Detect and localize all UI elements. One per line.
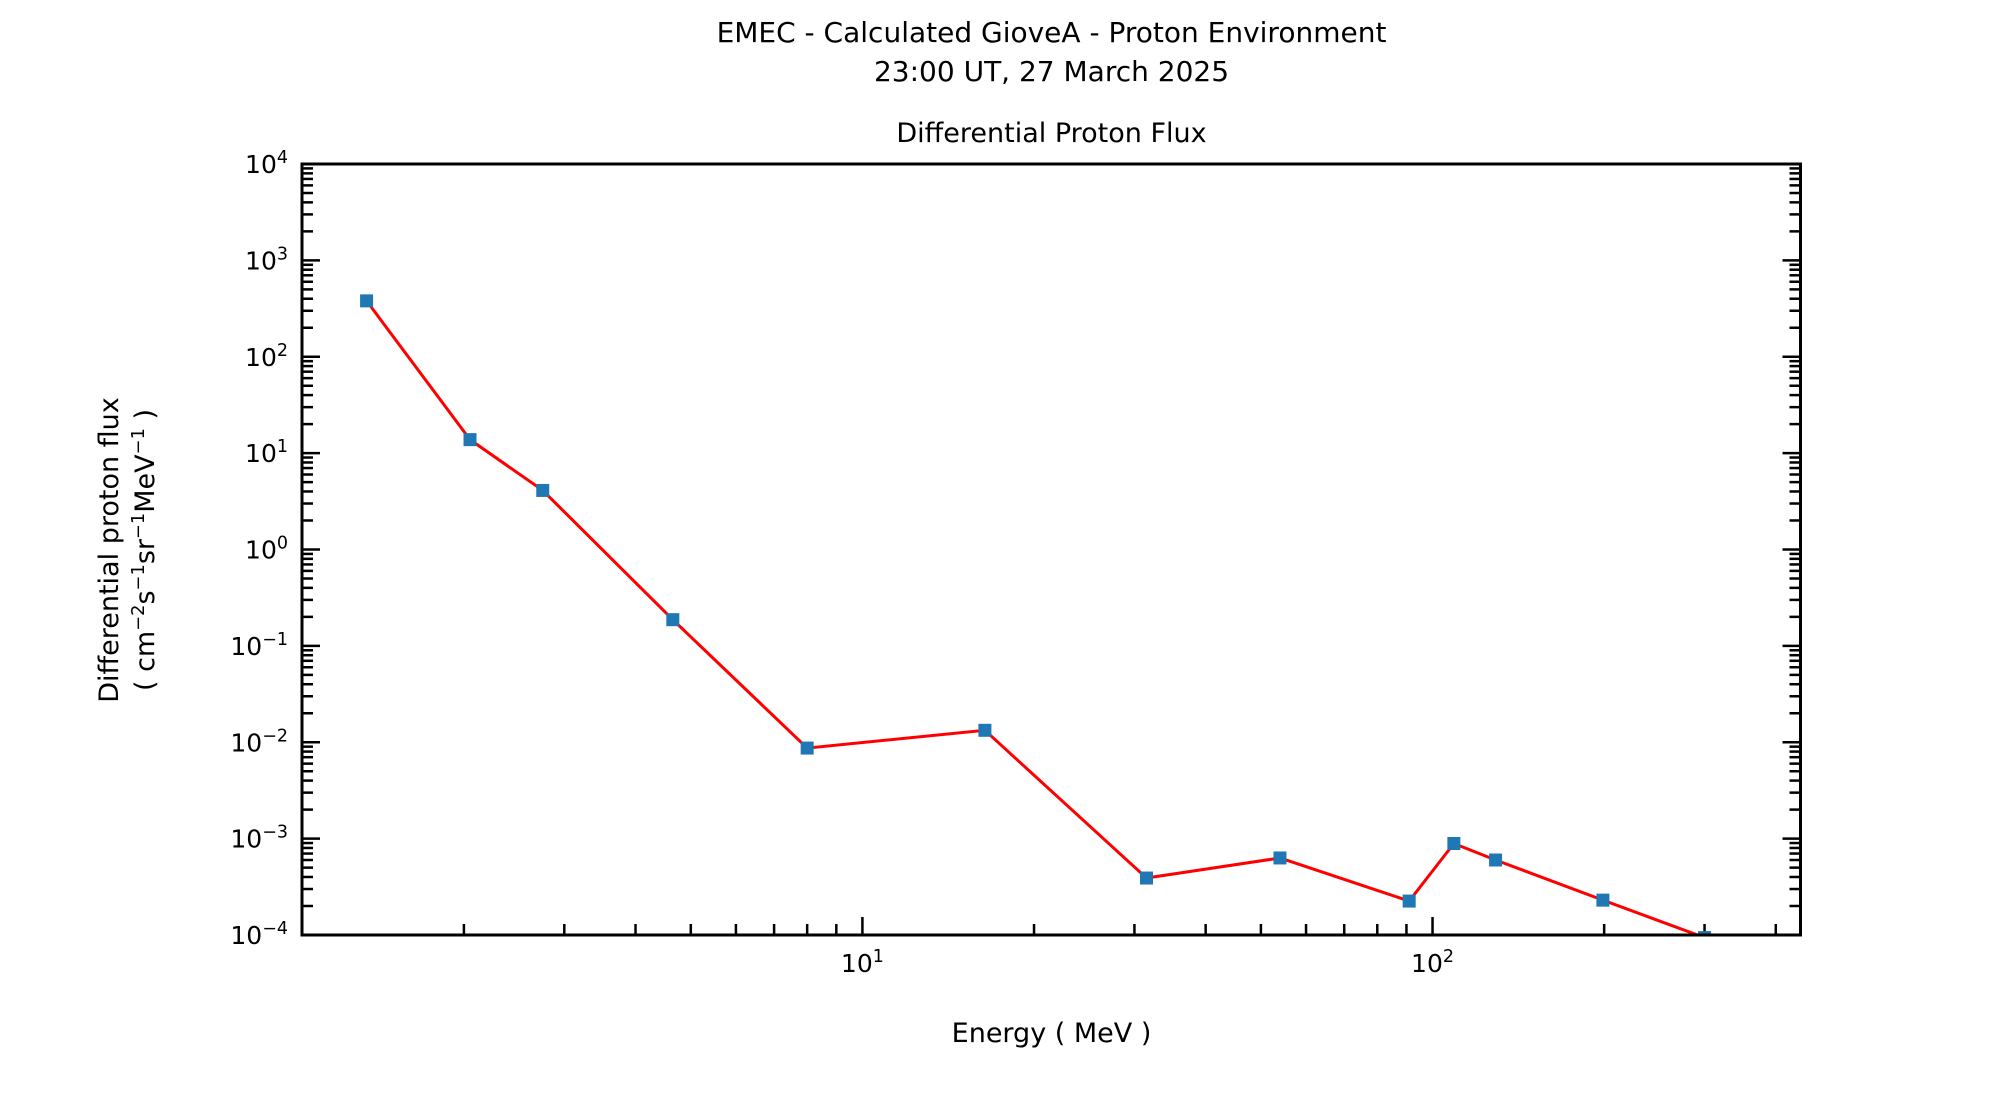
axes-title: Differential Proton Flux: [896, 118, 1207, 149]
y-axis-tick-label: 103: [245, 244, 288, 275]
plot-border: [300, 162, 1802, 937]
data-point-marker: [666, 613, 680, 627]
tick-exponent: 1: [277, 437, 288, 457]
data-point-marker: [800, 741, 814, 755]
y-axis-tick-label: 10−4: [230, 919, 288, 950]
data-point-marker: [1447, 837, 1461, 850]
data-point-marker: [463, 433, 477, 447]
data-point-marker: [1402, 894, 1416, 908]
tick-exponent: 1: [873, 947, 884, 967]
tick-exponent: 2: [1443, 947, 1454, 967]
data-point-marker: [1273, 851, 1287, 865]
figure-title-line1: EMEC - Calculated GioveA - Proton Enviro…: [716, 16, 1387, 49]
y-axis-tick-label: 104: [245, 148, 288, 179]
y-axis-tick-label: 101: [245, 437, 288, 468]
series-group: [360, 294, 1712, 935]
tick-exponent: 2: [277, 341, 288, 361]
tick-exponent: −4: [262, 919, 288, 939]
x-axis-label: Energy ( MeV ): [951, 1018, 1152, 1049]
figure-title-line2: 23:00 UT, 27 March 2025: [873, 55, 1230, 88]
x-axis-tick-label: 102: [1411, 947, 1454, 978]
series-line: [365, 299, 1702, 935]
data-point-marker: [1596, 893, 1610, 907]
tick-exponent: 3: [277, 244, 288, 264]
data-point-marker: [1489, 853, 1503, 867]
y-axis-tick-label: 102: [245, 341, 288, 372]
tick-exponent: −3: [262, 823, 288, 843]
tick-exponent: 0: [277, 534, 288, 554]
y-axis-tick-label: 10−3: [230, 823, 288, 854]
data-point-marker: [536, 483, 550, 497]
data-point-marker: [1140, 871, 1154, 885]
data-point-marker: [360, 294, 374, 308]
tick-exponent: −1: [262, 630, 288, 650]
tick-exponent: −2: [262, 726, 288, 746]
tick-exponent: 4: [277, 148, 288, 168]
data-point-marker: [978, 723, 992, 737]
y-axis-tick-label: 10−2: [230, 726, 288, 757]
y-axis-tick-label: 10−1: [230, 630, 288, 661]
data-point-marker: [1698, 931, 1712, 935]
x-axis-tick-label: 101: [841, 947, 884, 978]
y-axis-tick-label: 100: [245, 534, 288, 565]
